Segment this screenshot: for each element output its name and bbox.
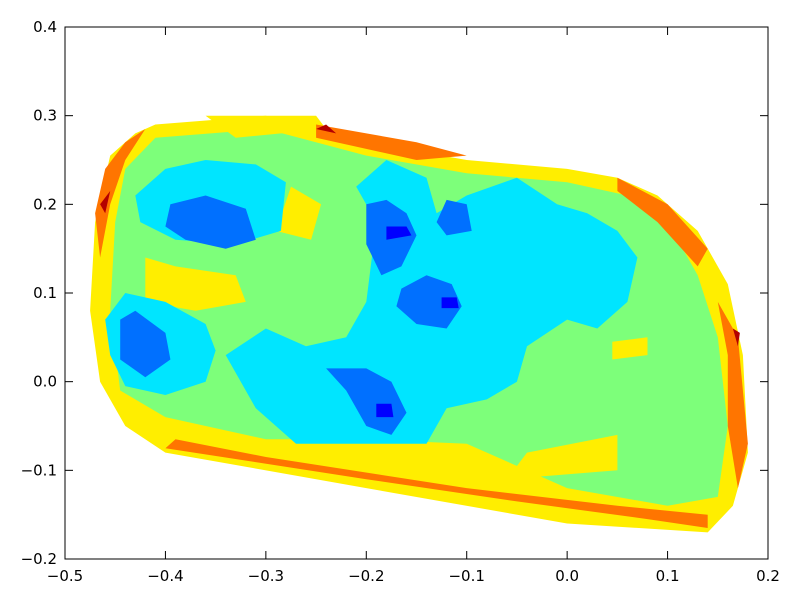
contour-region-level-8 bbox=[732, 328, 740, 347]
x-tick-label: 0.0 bbox=[555, 567, 579, 585]
y-tick-label: 0.0 bbox=[33, 373, 57, 391]
x-tick-label: −0.1 bbox=[448, 567, 484, 585]
y-tick-label: 0.2 bbox=[33, 195, 57, 213]
contour-region-level-8 bbox=[100, 191, 111, 214]
y-tick-label: 0.4 bbox=[33, 18, 57, 36]
contour-region-level-6 bbox=[205, 115, 327, 138]
contour-region-level-8 bbox=[316, 124, 337, 134]
contour-region-level-6 bbox=[506, 434, 618, 480]
contour-region-level-3 bbox=[326, 368, 407, 435]
contour-region-level-2 bbox=[441, 297, 459, 309]
y-tick-label: −0.1 bbox=[21, 461, 57, 479]
contour-region-level-7 bbox=[717, 301, 748, 489]
x-tick-label: −0.3 bbox=[248, 567, 284, 585]
y-tick-label: 0.3 bbox=[33, 107, 57, 125]
axis-ticks: −0.5 −0.4 −0.3 −0.2 −0.1 0.0 0.1 0.2 −0.2 −0.1 0.0… bbox=[21, 18, 780, 585]
contour-region-level-7 bbox=[95, 129, 146, 258]
contour-region-level-3 bbox=[120, 310, 171, 378]
x-tick-label: −0.4 bbox=[147, 567, 183, 585]
contour-region-level-2 bbox=[386, 226, 412, 240]
contour-region-level-7 bbox=[165, 439, 708, 528]
contour-region-level-6 bbox=[612, 337, 648, 360]
contour-regions bbox=[90, 115, 748, 533]
contour-region-level-3 bbox=[396, 275, 462, 329]
contour-region-level-7 bbox=[316, 124, 467, 160]
x-tick-label: −0.5 bbox=[47, 567, 83, 585]
y-tick-label: −0.2 bbox=[21, 550, 57, 568]
contour-region-level-3 bbox=[165, 195, 256, 249]
x-tick-label: 0.2 bbox=[756, 567, 780, 585]
x-tick-label: −0.2 bbox=[348, 567, 384, 585]
y-tick-label: 0.1 bbox=[33, 284, 57, 302]
contour-region-level-6 bbox=[275, 186, 322, 240]
contour-region-level-3 bbox=[436, 199, 472, 236]
contour-region-level-2 bbox=[376, 403, 394, 418]
contour-region-level-6 bbox=[145, 257, 246, 311]
contour-region-level-7 bbox=[617, 177, 708, 267]
x-tick-label: 0.1 bbox=[656, 567, 680, 585]
